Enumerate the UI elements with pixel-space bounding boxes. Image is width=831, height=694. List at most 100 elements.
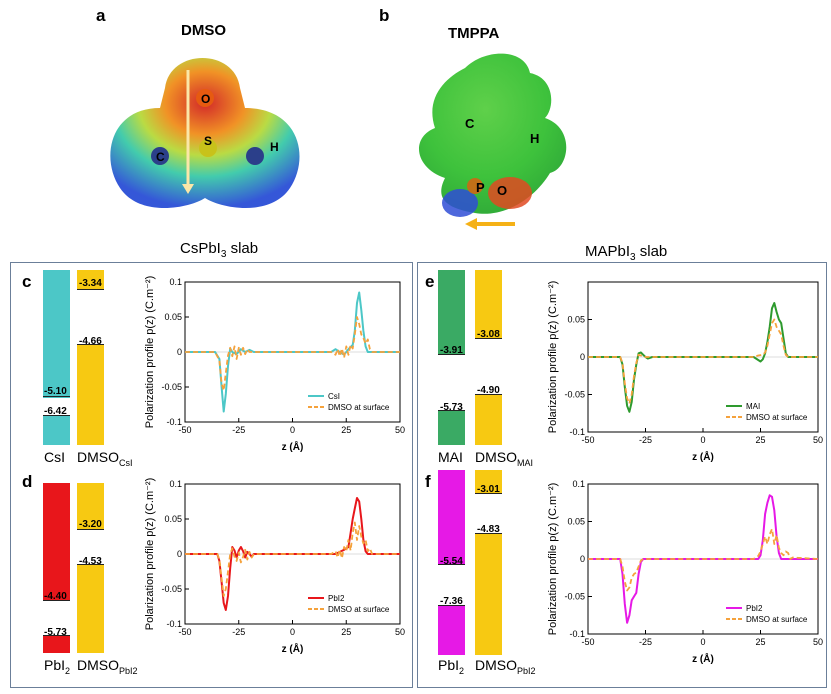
dmso-csi-cbm-line [77,289,104,290]
dmso-pbi2-value-cbm-d: -3.20 [79,519,102,530]
x-tick-label: 50 [813,637,823,647]
tmppa-atom-c: C [465,116,475,131]
dmso-pbi2-vbm-line-f [475,533,502,534]
x-tick-label: 50 [395,627,405,637]
x-tick-label: 0 [290,425,295,435]
y-tick-label: 0.05 [567,517,585,527]
csi-bar [43,270,70,445]
series-line-dmso [185,316,400,392]
x-tick-label: -25 [639,637,652,647]
tmppa-title: TMPPA [448,25,500,42]
pbi2-red-cbm-line [43,600,70,601]
mapbi3-frame [417,262,827,688]
dmso-pbi2-cbm-line-d [77,529,104,530]
dmso-pbi2-value-vbm-f: -4.83 [477,524,500,535]
legend-label: CsI [328,392,340,401]
dmso-csi-bar-label: DMSOCsI [77,449,133,468]
pbi2-magenta-value-cbm: -5.54 [440,556,463,567]
csi-vbm-line [43,415,70,416]
dmso-atom-c: C [156,150,165,164]
polarization-chart-f: -50 -25 0 25 50 0.1 0.05 0 -0.05 -0.1 z (Å) Polariz… [547,479,823,665]
tmppa-atom-o: O [497,183,507,198]
legend-label: DMSO at surface [328,403,390,412]
pbi2-magenta-bar [438,470,465,655]
pbi2-magenta-vbm-line [438,605,465,606]
csi-bar-label: CsI [44,449,65,465]
pbi2-magenta-value-vbm: -7.36 [440,596,463,607]
dmso-pbi2-cbm-line-f [475,493,502,494]
dmso-mai-bar-label: DMSOMAI [475,449,534,468]
legend-label: DMSO at surface [328,605,390,614]
dmso-pbi2-value-cbm-f: -3.01 [477,484,500,495]
csi-value-vbm: -6.42 [44,406,67,417]
pbi2-red-vbm-line [43,635,70,636]
x-tick-label: 50 [813,435,823,445]
x-tick-label: -25 [232,627,245,637]
dmso-pbi2-bar-label-d: DMSOPbI2 [77,657,138,676]
dmso-pbi2-bar-label-f: DMSOPbI2 [475,657,536,676]
mai-bar-label: MAI [438,449,463,465]
dmso-csi-value-cbm: -3.34 [79,278,102,289]
dmso-pbi2-value-vbm-d: -4.53 [79,556,102,567]
y-tick-label: -0.1 [569,629,585,639]
y-tick-label: 0.1 [169,479,182,489]
mai-gap [438,355,465,410]
legend-label: PbI2 [328,594,345,603]
x-tick-label: -50 [178,627,191,637]
x-tick-label: -50 [581,637,594,647]
x-axis-label: z (Å) [282,440,304,453]
csi-gap [43,398,70,416]
y-tick-label: -0.1 [166,619,182,629]
x-axis-label: z (Å) [282,642,304,655]
x-tick-label: -50 [581,435,594,445]
series-line-slab [185,497,400,611]
y-tick-label: 0.1 [169,277,182,287]
tmppa-atom-p: P [476,180,485,195]
x-tick-label: 25 [755,637,765,647]
y-tick-label: 0 [580,352,585,362]
x-tick-label: 50 [395,425,405,435]
tmppa-molecule-illustration: C H P O [418,53,567,230]
dmso-atom-h: H [270,140,279,154]
dmso-mai-gap [475,339,502,394]
y-tick-label: 0 [177,549,182,559]
dmso-pbi2-bar-d [77,483,104,653]
y-tick-label: -0.1 [569,427,585,437]
y-tick-label: 0 [580,554,585,564]
x-tick-label: -25 [232,425,245,435]
dmso-pbi2-vbm-line-d [77,564,104,565]
y-tick-label: 0.1 [572,479,585,489]
panel-letter-e: e [425,272,435,291]
dmso-title: DMSO [181,22,226,39]
dmso-mai-value-vbm: -4.90 [477,385,500,396]
y-tick-label: -0.05 [161,382,182,392]
legend-label: PbI2 [746,604,763,613]
panel-letter-d: d [22,472,33,491]
series-line-dmso [588,318,818,405]
dmso-atom-s: S [204,134,212,148]
dmso-pbi2-gap-f [475,494,502,533]
x-tick-label: 25 [341,627,351,637]
pbi2-magenta-gap [438,565,465,605]
y-axis-label: Polarization profile p(z) (C.m⁻²) [144,478,156,631]
dmso-pbi2-gap-d [77,530,104,565]
dmso-atom-o: O [201,92,210,106]
dmso-csi-value-vbm: -4.66 [79,336,102,347]
polarization-chart-e: -50 -25 0 25 50 0.05 0 -0.05 -0.1 z (Å) Polarizati… [547,281,823,463]
y-tick-label: 0.05 [567,315,585,325]
x-tick-label: 0 [290,627,295,637]
polarization-chart-d: -50 -25 0 25 50 0.1 0.05 0 -0.05 -0.1 z (Å) Polariz… [144,478,405,655]
y-tick-label: 0.05 [164,514,182,524]
tmppa-atom-h: H [530,131,539,146]
x-axis-label: z (Å) [692,450,714,463]
legend-label: DMSO at surface [746,413,808,422]
dmso-molecule-illustration: O S C H [110,58,300,208]
y-axis-label: Polarization profile p(z) (C.m⁻²) [144,276,156,429]
x-tick-label: 25 [341,425,351,435]
mapbi3-slab-title: MAPbI3 slab [585,243,668,263]
y-tick-label: -0.05 [564,592,585,602]
series-line-dmso [588,528,819,592]
legend-label: MAI [746,402,760,411]
y-axis-label: Polarization profile p(z) (C.m⁻²) [547,281,559,434]
pbi2-red-gap [43,601,70,635]
